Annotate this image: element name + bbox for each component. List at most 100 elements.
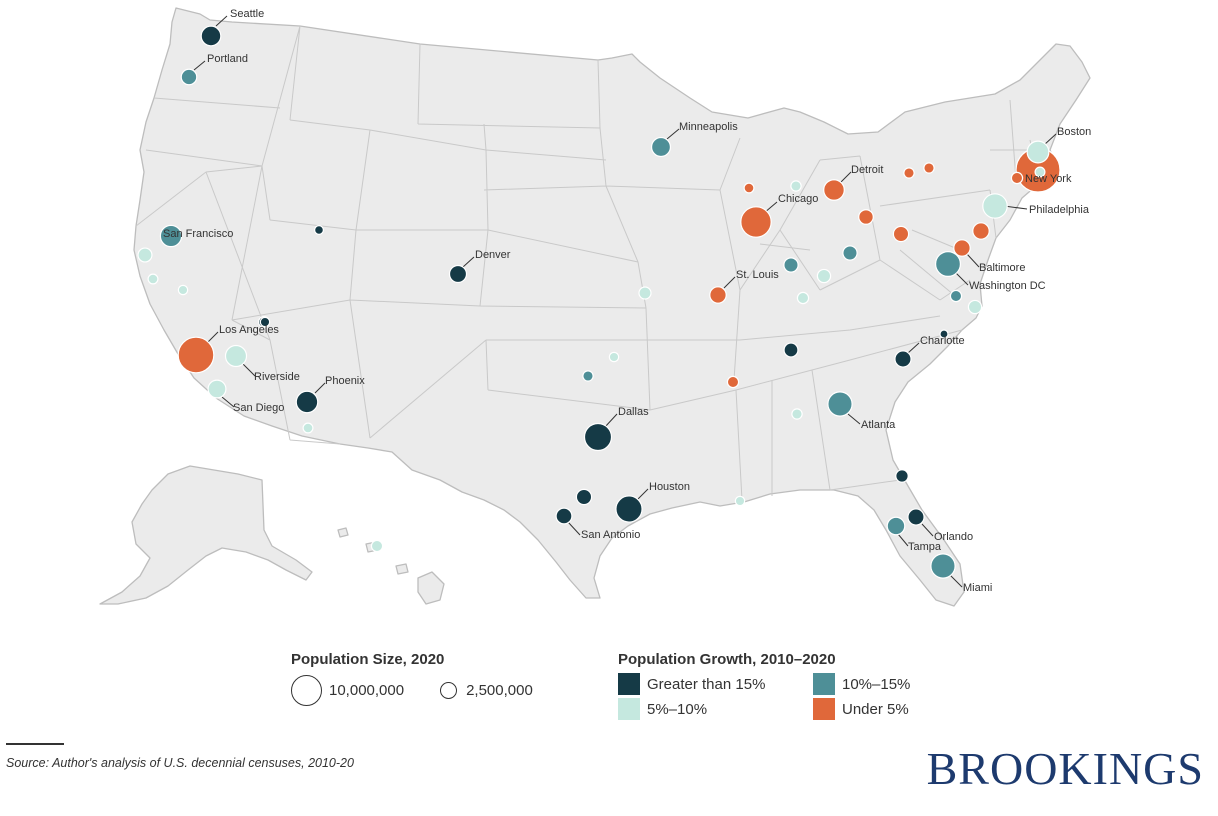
leader-line [949, 574, 963, 588]
leader-line [921, 523, 934, 537]
leader-line [604, 413, 618, 428]
city-marker-san-antonio [555, 507, 573, 525]
growth-legend-item: 5%–10% [618, 698, 813, 720]
city-label: New York [1025, 173, 1072, 185]
city-marker [783, 257, 799, 273]
hawaii-maui [395, 563, 409, 575]
state-borders [135, 25, 1041, 501]
swatch-greater-than-15 [618, 673, 640, 695]
city-marker [734, 495, 746, 507]
growth-label: 10%–15% [842, 675, 911, 693]
city-label: Detroit [851, 164, 883, 176]
city-marker-philadelphia [982, 193, 1008, 219]
city-label: Los Angeles [219, 324, 279, 336]
size-legend-title: Population Size, 2020 [291, 651, 445, 668]
city-marker-detroit [823, 179, 845, 201]
leader-line [567, 521, 581, 536]
city-label: Minneapolis [679, 121, 738, 133]
city-label: Miami [963, 582, 992, 594]
leader-line [215, 15, 228, 27]
city-label: Denver [475, 249, 511, 261]
city-label: Chicago [778, 193, 818, 205]
hawaii-kauai [337, 527, 349, 538]
city-markers [137, 25, 1061, 579]
city-marker-boston [1026, 140, 1050, 164]
leader-line [221, 396, 235, 408]
swatch-5-to-10 [618, 698, 640, 720]
city-marker [582, 370, 594, 382]
size-label-large: 10,000,000 [329, 682, 405, 699]
hawaii [417, 571, 445, 605]
city-label: Tampa [908, 541, 942, 553]
city-marker [790, 180, 802, 192]
swatch-10-to-15 [813, 673, 835, 695]
leader-line [193, 60, 206, 71]
size-label-small: 2,500,000 [466, 682, 533, 699]
city-marker-dallas [583, 422, 613, 452]
city-marker [608, 351, 620, 363]
swatch-under-5 [813, 698, 835, 720]
city-marker [743, 182, 755, 194]
source-divider [6, 743, 64, 745]
growth-label: Greater than 15% [647, 675, 766, 693]
city-marker-miami [930, 553, 956, 579]
city-marker [939, 329, 949, 339]
city-marker [575, 488, 593, 506]
growth-legend-item: 10%–15% [813, 673, 933, 695]
city-marker [895, 469, 909, 483]
leader-line [897, 533, 909, 547]
city-marker-orlando [907, 508, 925, 526]
brookings-logo: BROOKINGS [926, 743, 1204, 794]
city-marker [972, 222, 990, 240]
city-marker [967, 299, 983, 315]
city-label: Riverside [254, 371, 300, 383]
city-label: Dallas [618, 406, 649, 418]
growth-legend-title: Population Growth, 2010–2020 [618, 651, 836, 668]
city-marker-tampa [886, 516, 906, 536]
city-marker-portland [180, 68, 198, 86]
city-labels: Seattle Portland San Francisco Los Angeles R… [163, 8, 1091, 594]
contiguous-us [133, 7, 1091, 607]
size-circle-large [291, 675, 322, 706]
us-map: Seattle Portland San Francisco Los Angeles R… [99, 7, 1091, 607]
city-marker [858, 209, 874, 225]
leader-line [966, 253, 980, 268]
leader-line [462, 256, 475, 268]
growth-legend-item: Greater than 15% [618, 673, 813, 695]
leader-line [839, 171, 852, 184]
alaska [99, 465, 313, 605]
growth-legend-grid: Greater than 15% 10%–15% 5%–10% Under 5% [618, 673, 933, 720]
city-marker-san-francisco [159, 224, 183, 248]
city-marker-seattle [200, 25, 222, 47]
city-marker-chicago [740, 206, 772, 238]
city-label: Philadelphia [1029, 204, 1090, 216]
city-marker [147, 273, 159, 285]
leader-line [666, 128, 680, 140]
city-marker [1010, 171, 1024, 185]
city-marker-phoenix [295, 390, 319, 414]
city-label: Portland [207, 53, 248, 65]
city-marker [923, 162, 935, 174]
growth-label: 5%–10% [647, 700, 708, 718]
city-marker [903, 167, 915, 179]
city-marker [949, 289, 963, 303]
city-marker [302, 422, 314, 434]
city-marker [816, 268, 832, 284]
leader-line [636, 488, 649, 501]
city-marker-los-angeles [177, 336, 215, 374]
city-marker-baltimore [953, 239, 971, 257]
city-marker [783, 342, 799, 358]
city-marker [370, 539, 384, 553]
city-label: Atlanta [861, 419, 896, 431]
leader-line [1043, 133, 1057, 146]
city-marker-houston [615, 495, 643, 523]
growth-legend: Population Growth, 2010–2020 Greater tha… [618, 651, 933, 720]
city-marker-san-diego [207, 379, 227, 399]
city-label: Phoenix [325, 375, 365, 387]
leader-line [723, 276, 736, 289]
size-legend: Population Size, 2020 10,000,000 2,500,0… [291, 651, 533, 706]
city-marker [796, 291, 810, 305]
city-marker [1034, 166, 1046, 178]
city-marker [314, 225, 324, 235]
city-label: Seattle [230, 8, 264, 20]
